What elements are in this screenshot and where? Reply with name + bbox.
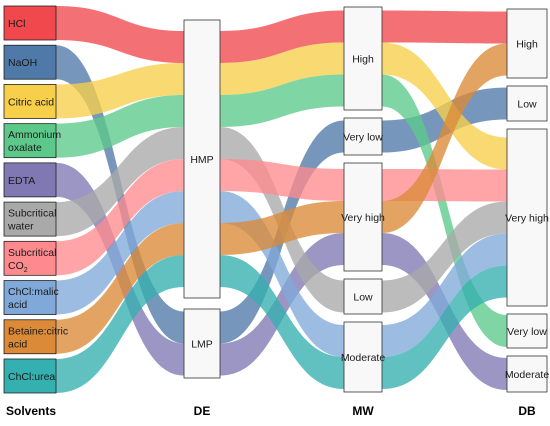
solvent-label-subwater: Subcritical xyxy=(8,208,56,220)
db-node-label-veryhigh: Very high xyxy=(505,213,549,225)
band-betaine-to-mw xyxy=(220,201,344,255)
solvent-label-naoh: NaOH xyxy=(8,57,37,69)
band-malic-to-db xyxy=(382,233,507,357)
band-ammonium-to-mw xyxy=(220,74,344,127)
solvent-label-betaine: Betaine:citric xyxy=(8,325,68,337)
solvent-node-urea xyxy=(3,358,57,394)
solvent-label-malic: acid xyxy=(8,299,27,311)
solvent-node-hcl xyxy=(3,5,57,41)
band-subco2-to-mw xyxy=(220,159,344,201)
db-node-label-verylow: Very low xyxy=(507,326,547,338)
db-node-moderate xyxy=(506,355,548,393)
solvent-label-subwater: water xyxy=(7,221,34,233)
band-ammonium-to-de xyxy=(56,95,184,158)
band-citric-to-db xyxy=(382,42,507,170)
db-nodes: High Low Very high Very low Moderate xyxy=(505,8,550,393)
band-urea-to-mw xyxy=(220,255,344,389)
mw-node-label-moderate: Moderate xyxy=(341,352,386,364)
axis-label-mw: MW xyxy=(352,404,374,418)
solvent-label-betaine: acid xyxy=(8,338,27,350)
de-node-label-lmp: LMP xyxy=(191,339,213,351)
band-citric-to-mw xyxy=(220,42,344,95)
mw-nodes: High Very low Very high Low Moderate xyxy=(341,6,386,393)
band-subwater-to-db xyxy=(382,201,507,313)
db-node-veryhigh xyxy=(506,128,548,307)
solvent-node-citric xyxy=(3,84,57,119)
de-node-label-hmp: HMP xyxy=(190,154,213,166)
solvent-node-betaine xyxy=(3,319,57,355)
mw-node-moderate xyxy=(343,321,383,393)
band-urea-to-de xyxy=(56,255,184,393)
solvent-label-urea: ChCl:urea xyxy=(8,371,55,383)
db-node-high xyxy=(506,8,548,79)
mw-node-verylow xyxy=(343,117,383,156)
solvent-label-ammonium: Ammonium xyxy=(8,129,61,141)
db-node-verylow xyxy=(506,313,548,349)
solvent-node-subwater xyxy=(3,201,57,237)
solvent-label-malic: ChCl:malic xyxy=(8,286,59,298)
db-node-low xyxy=(506,85,548,122)
axis-label-solvents: Solvents xyxy=(6,404,56,418)
mw-node-label-high: High xyxy=(352,54,374,66)
band-betaine-to-de xyxy=(56,223,184,354)
solvent-node-malic xyxy=(3,280,57,315)
solvent-label-ammonium: oxalate xyxy=(8,142,42,154)
mw-node-label-low: Low xyxy=(353,292,373,304)
db-node-label-low: Low xyxy=(517,99,537,111)
solvent-label-subco2: CO2 xyxy=(8,260,28,274)
db-node-label-moderate: Moderate xyxy=(505,369,550,381)
axis-labels: Solvents DE MW DB xyxy=(6,404,536,418)
band-subwater-to-de xyxy=(56,127,184,237)
mw-node-low xyxy=(343,278,383,315)
band-hcl-to-de xyxy=(56,6,184,63)
axis-label-db: DB xyxy=(518,404,536,418)
solvent-label-subco2: Subcritical xyxy=(8,247,56,259)
mw-node-label-verylow: Very low xyxy=(343,132,383,144)
mw-node-veryhigh xyxy=(343,162,383,272)
de-node-lmp xyxy=(183,308,221,379)
axis-label-de: DE xyxy=(194,404,211,418)
flow-bands xyxy=(56,6,507,393)
de-nodes: HMP LMP xyxy=(183,19,221,379)
solvent-label-citric: Citric acid xyxy=(8,96,54,108)
band-citric-to-de xyxy=(56,63,184,119)
de-node-hmp xyxy=(183,19,221,299)
solvent-node-naoh xyxy=(3,44,57,80)
band-ammonium-to-db xyxy=(382,74,507,347)
mw-node-high xyxy=(343,6,383,111)
band-betaine-to-db xyxy=(382,43,507,233)
solvent-node-subco2 xyxy=(3,240,57,276)
band-malic-to-de xyxy=(56,191,184,315)
solvent-label-hcl: HCl xyxy=(8,18,26,30)
solvent-node-edta xyxy=(3,162,57,198)
band-subco2-to-de xyxy=(56,159,184,276)
band-edta-to-de xyxy=(56,162,184,376)
band-urea-to-db xyxy=(382,265,507,389)
solvent-label-subscript: 2 xyxy=(24,267,28,274)
band-hcl-to-mw xyxy=(220,10,344,63)
db-node-label-high: High xyxy=(516,39,538,51)
solvent-label-edta: EDTA xyxy=(8,175,35,187)
solvent-node-ammonium xyxy=(3,123,57,159)
band-hcl-to-db xyxy=(382,10,507,44)
mw-node-label-veryhigh: Very high xyxy=(341,212,385,224)
